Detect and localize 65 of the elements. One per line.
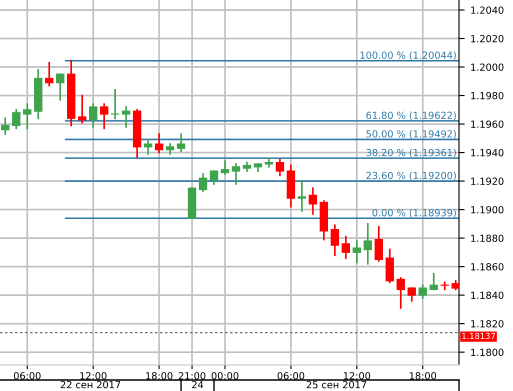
ref-line-label: 1.18137: [462, 332, 496, 340]
candlestick: [176, 133, 186, 152]
candlestick: [198, 173, 208, 192]
candlestick: [396, 277, 405, 309]
x-tick-label: 21:00: [178, 372, 206, 380]
x-tick-label: 06:00: [14, 372, 41, 380]
candlestick: [23, 103, 32, 130]
ref-line-label: 100.00 % (1.20044): [360, 51, 456, 60]
candlestick: [210, 170, 218, 185]
ref-line-label: 38.20 % (1.19361): [366, 148, 456, 158]
y-tick-label: 1.1980: [471, 92, 504, 100]
candlestick: [154, 133, 164, 154]
candlestick: [352, 240, 362, 264]
candlestick: [100, 103, 108, 130]
candlestick: [12, 108, 20, 130]
candlestick: [408, 287, 416, 302]
y-tick-label: 1.1960: [471, 120, 504, 128]
y-tick-label: 1.1900: [471, 206, 504, 214]
candlestick: [418, 284, 427, 299]
y-tick-label: 1.1820: [471, 320, 504, 328]
candlestick: [56, 73, 64, 101]
candlestick: [308, 187, 318, 215]
candlestick: [364, 223, 372, 265]
y-tick-label: 1.2000: [471, 63, 504, 71]
x-tick-label: 12:00: [80, 372, 107, 380]
candlestick: [242, 162, 252, 172]
y-tick-label: 1.1880: [471, 234, 504, 242]
x-tick-label: 06:00: [278, 372, 304, 380]
y-tick-label: 1.2020: [471, 34, 504, 42]
text: 24: [192, 380, 204, 388]
y-tick-label: 1.1840: [471, 292, 504, 299]
y-tick-label: 1.2040: [471, 6, 504, 14]
candlestick: [110, 88, 120, 120]
y-tick-label: 1.1940: [471, 149, 504, 156]
candlestick: [45, 62, 54, 86]
candlestick: [330, 224, 340, 256]
text: 22 сен 2017: [60, 380, 120, 388]
candlestick: [232, 163, 240, 185]
candlestick: [298, 180, 306, 212]
ref-line-label: 61.80 % (1.19622): [366, 112, 456, 120]
x-tick-label: 18:00: [146, 372, 172, 380]
ref-line-label: 0.00 % (1.18939): [372, 208, 456, 218]
candlestick: [342, 236, 350, 259]
y-tick-label: 1.1860: [471, 263, 504, 270]
candlestick: [276, 158, 284, 176]
candlestick: [1, 118, 10, 135]
candlestick: [264, 157, 274, 168]
candlestick: [430, 272, 438, 290]
candlestick: [374, 226, 383, 262]
candlestick: [122, 106, 130, 128]
candlestick: [386, 248, 394, 284]
candlestick: [88, 103, 98, 128]
candlestick: [440, 281, 449, 290]
x-tick-label: 18:00: [410, 372, 436, 380]
candlestick: [166, 143, 174, 155]
x-tick-label: 12:00: [344, 372, 370, 380]
x-tick-label: 00:00: [212, 372, 238, 380]
candlestick: [144, 138, 152, 155]
text: 25 сен 2017: [306, 380, 366, 388]
ref-line-label: 23.60 % (1.19200): [366, 172, 456, 180]
candlestick: [78, 94, 86, 124]
y-tick-label: 1.1920: [471, 178, 504, 185]
candlestick: [220, 160, 230, 175]
y-tick-label: 1.1800: [471, 348, 504, 356]
ref-line-label: 50.00 % (1.19492): [366, 130, 456, 139]
